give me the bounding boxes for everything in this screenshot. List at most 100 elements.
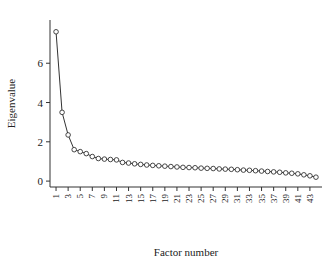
x-tick-label: 1 — [51, 194, 61, 199]
x-tick — [152, 187, 153, 191]
y-tick — [46, 141, 50, 142]
point — [229, 167, 234, 172]
x-tick — [273, 187, 274, 191]
point — [277, 170, 282, 175]
point — [102, 157, 107, 162]
y-axis — [50, 20, 51, 187]
point — [169, 164, 174, 169]
x-tick-label: 25 — [196, 194, 206, 204]
x-axis — [50, 187, 322, 188]
point — [296, 172, 301, 177]
x-tick — [56, 187, 57, 191]
plot-area — [54, 29, 319, 179]
x-tick-label: 7 — [87, 194, 97, 199]
x-tick — [68, 187, 69, 191]
x-tick — [128, 187, 129, 191]
x-tick — [116, 187, 117, 191]
point — [114, 158, 119, 163]
x-tick-label: 11 — [111, 194, 121, 203]
x-tick — [164, 187, 165, 191]
x-tick-label: 21 — [172, 194, 182, 203]
point — [138, 162, 143, 167]
x-tick — [176, 187, 177, 191]
line — [56, 32, 316, 177]
x-tick-label: 37 — [269, 194, 279, 204]
x-tick — [261, 187, 262, 191]
point — [72, 147, 77, 152]
point — [283, 171, 288, 176]
point — [96, 156, 101, 161]
point — [144, 163, 149, 168]
point — [60, 110, 65, 115]
point — [259, 169, 264, 174]
point — [289, 171, 294, 176]
x-tick — [297, 187, 298, 191]
point — [235, 167, 240, 172]
point — [308, 174, 313, 179]
chart: 0246135791113151719212325272931333537394… — [0, 0, 333, 263]
x-tick-label: 31 — [232, 194, 242, 203]
x-tick — [285, 187, 286, 191]
point — [78, 149, 83, 154]
point — [175, 165, 180, 170]
x-tick — [249, 187, 250, 191]
point — [181, 165, 186, 170]
point — [120, 160, 125, 165]
x-tick-label: 15 — [136, 194, 146, 204]
point — [302, 173, 307, 178]
y-tick — [46, 63, 50, 64]
point — [314, 175, 319, 180]
point — [108, 157, 113, 162]
x-tick-label: 39 — [281, 194, 291, 204]
point — [157, 163, 162, 168]
point — [84, 151, 89, 156]
x-tick-label: 27 — [208, 194, 218, 204]
y-axis-label: Eigenvalue — [5, 79, 17, 129]
point — [247, 168, 252, 173]
x-tick — [92, 187, 93, 191]
x-tick — [213, 187, 214, 191]
point — [253, 168, 258, 173]
y-tick-label: 0 — [38, 175, 44, 187]
point — [187, 165, 192, 170]
x-tick-label: 5 — [75, 194, 85, 199]
point — [163, 164, 168, 169]
x-tick — [309, 187, 310, 191]
x-tick-label: 29 — [220, 194, 230, 204]
x-tick-label: 33 — [244, 194, 254, 204]
x-tick-label: 17 — [148, 194, 158, 204]
point — [126, 161, 131, 166]
point — [265, 169, 270, 174]
x-tick — [104, 187, 105, 191]
x-tick — [201, 187, 202, 191]
point — [223, 167, 228, 172]
y-tick-label: 6 — [38, 57, 44, 69]
x-axis-label: Factor number — [154, 246, 219, 258]
point — [241, 168, 246, 173]
point — [199, 166, 204, 171]
x-tick-label: 13 — [124, 194, 134, 204]
x-tick — [189, 187, 190, 191]
x-tick — [140, 187, 141, 191]
point — [90, 154, 95, 159]
x-tick-label: 41 — [293, 194, 303, 203]
point — [211, 166, 216, 171]
y-tick-label: 4 — [38, 97, 44, 109]
x-tick — [80, 187, 81, 191]
x-tick-label: 23 — [184, 194, 194, 204]
point — [271, 170, 276, 175]
x-tick-label: 19 — [160, 194, 170, 204]
point — [54, 29, 59, 34]
x-tick — [225, 187, 226, 191]
point — [193, 165, 198, 170]
y-tick — [46, 181, 50, 182]
x-tick-label: 35 — [257, 194, 267, 204]
x-tick-label: 3 — [63, 194, 73, 199]
x-tick-label: 43 — [305, 194, 315, 204]
x-tick-label: 9 — [99, 194, 109, 199]
point — [132, 162, 137, 167]
point — [150, 163, 155, 168]
point — [205, 166, 210, 171]
y-tick — [46, 102, 50, 103]
point — [217, 167, 222, 172]
